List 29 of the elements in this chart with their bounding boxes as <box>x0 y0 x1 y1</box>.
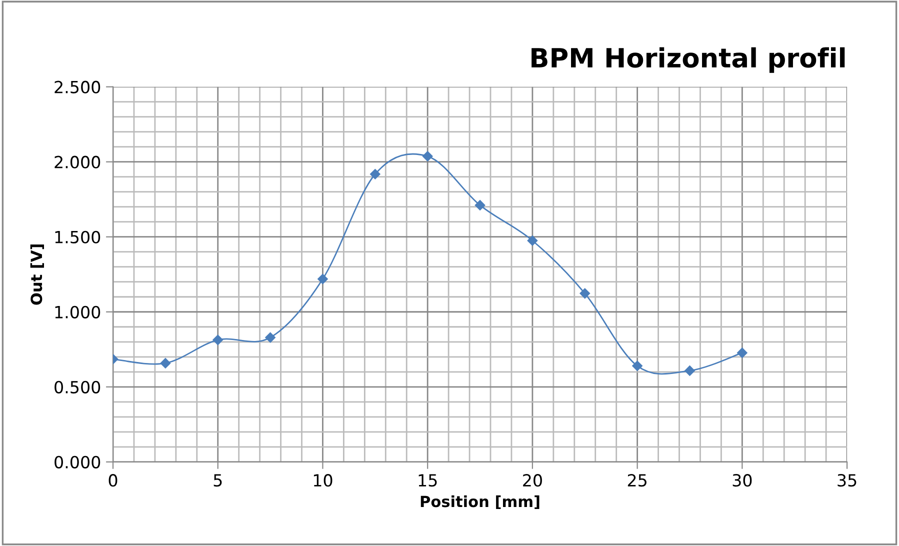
point <box>527 235 538 246</box>
point <box>580 288 590 299</box>
y-axis-title: Out [V] <box>30 244 44 305</box>
x-tick-label: 20 <box>523 474 542 487</box>
y-tick-label: 2.000 <box>54 156 100 168</box>
y-tick-label: 0.000 <box>54 456 100 468</box>
point <box>318 274 328 284</box>
x-tick-label: 15 <box>418 474 437 487</box>
point <box>737 348 748 358</box>
point <box>474 200 486 210</box>
point <box>265 332 276 343</box>
x-tick-label: 25 <box>628 474 646 487</box>
x-tick-label: 0 <box>108 474 118 487</box>
y-tick-label: 0.500 <box>54 380 100 394</box>
x-tick-label: 10 <box>314 474 332 487</box>
x-tick-label: 35 <box>838 474 856 487</box>
chart-title: BPM Horizontal profil <box>532 47 845 73</box>
x-axis-title: Position [mm] <box>420 495 540 510</box>
point <box>684 366 695 376</box>
point <box>370 169 380 180</box>
x-tick-label: 5 <box>214 474 222 487</box>
y-tick-label: 2.500 <box>54 80 100 94</box>
point <box>212 334 223 346</box>
point <box>632 360 642 372</box>
x-tick-label: 30 <box>732 474 752 487</box>
y-tick-label: 1.000 <box>55 306 100 318</box>
y-tick-label: 1.500 <box>55 230 100 244</box>
point <box>422 151 433 162</box>
point <box>160 358 171 368</box>
